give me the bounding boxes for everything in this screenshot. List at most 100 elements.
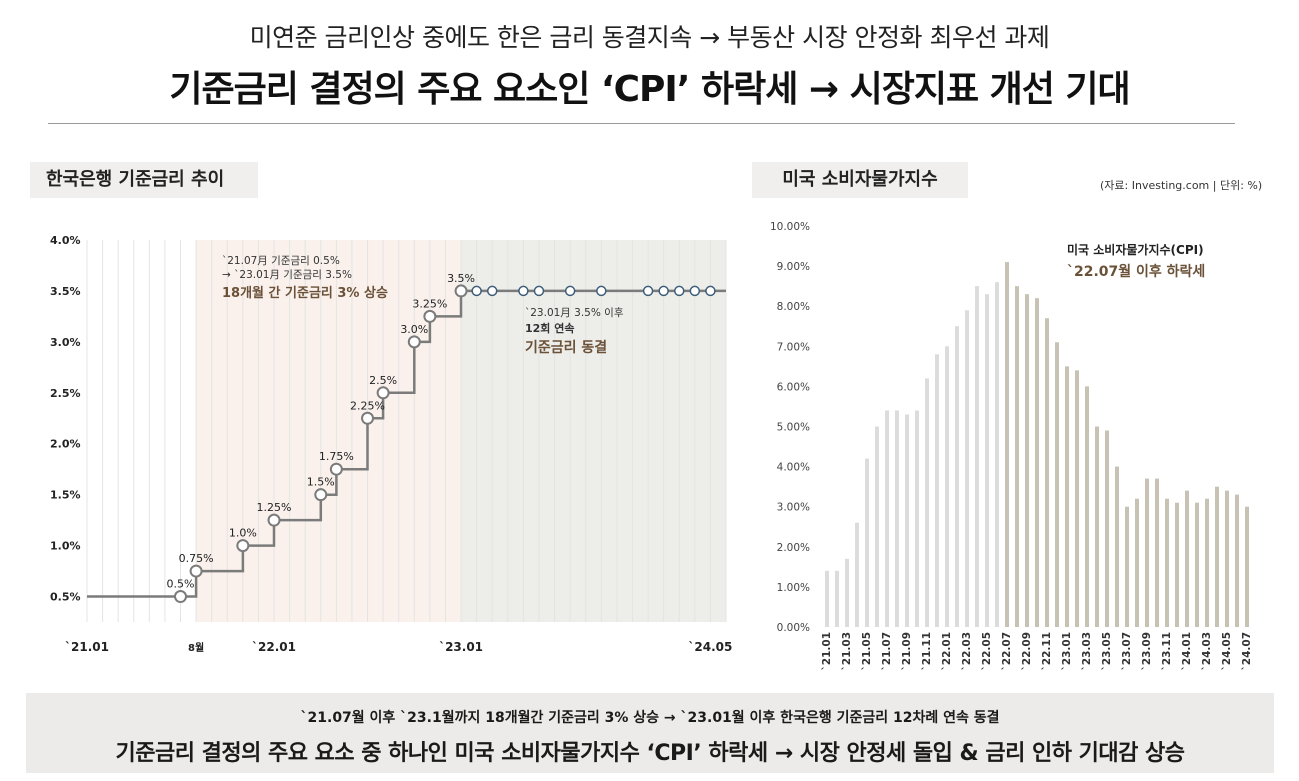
cpi-bar (995, 282, 999, 627)
cpi-bar (845, 558, 849, 627)
cpi-bar (1085, 386, 1089, 627)
freeze-annotation-line1: `23.01月 3.5% 이후 (525, 307, 624, 319)
rate-change-marker (174, 590, 188, 604)
cpi-x-tick: `23.07 (1121, 632, 1133, 670)
cpi-bar (1225, 490, 1229, 627)
rate-chart-x-axis: `21.01 8월 `22.01 `23.01 `24.05 (65, 640, 732, 654)
cpi-x-tick: `22.01 (941, 632, 953, 670)
summary-footer: `21.07월 이후 `23.1월까지 18개월간 기준금리 3% 상승 → `… (26, 693, 1274, 773)
cpi-x-tick: `21.03 (841, 632, 853, 670)
footer-line1: `21.07월 이후 `23.1월까지 18개월간 기준금리 3% 상승 → `… (300, 710, 1000, 726)
cpi-x-tick: `24.07 (1241, 632, 1253, 670)
cpi-bar (885, 410, 889, 627)
rate-change-marker (423, 309, 437, 323)
cpi-bars (825, 262, 1249, 627)
cpi-y-tick: 5.00% (777, 422, 810, 434)
cpi-bar (855, 522, 859, 627)
cpi-bar (915, 410, 919, 627)
rate-data-label: 3.0% (400, 323, 428, 336)
cpi-bar (1135, 498, 1139, 627)
freeze-marker (673, 285, 685, 297)
cpi-y-tick: 2.00% (777, 542, 810, 554)
rate-y-tick: 1.0% (50, 540, 81, 553)
rate-data-label: 1.25% (257, 501, 292, 514)
cpi-bar (1105, 430, 1109, 627)
cpi-bar (925, 378, 929, 627)
cpi-annotation-line1: 미국 소비자물가지수(CPI) (1067, 242, 1204, 257)
page-title: 기준금리 결정의 주요 요소인 ‘CPI’ 하락세 → 시장지표 개선 기대 (169, 69, 1130, 110)
cpi-y-tick: 0.00% (777, 622, 810, 634)
cpi-y-tick: 9.00% (777, 261, 810, 273)
cpi-bar (1175, 502, 1179, 627)
rate-x-tick: 8월 (188, 642, 204, 654)
cpi-bar (1015, 286, 1019, 627)
rate-y-tick: 3.5% (50, 285, 81, 298)
cpi-x-tick: `23.05 (1101, 632, 1113, 670)
rate-change-marker (376, 386, 390, 400)
freeze-marker (471, 285, 482, 297)
cpi-bar (935, 354, 939, 627)
rate-y-tick: 0.5% (50, 591, 81, 604)
hike-annotation-line3: 18개월 간 기준금리 3% 상승 (222, 285, 388, 301)
cpi-bar (865, 458, 869, 627)
freeze-marker (486, 285, 498, 297)
rate-x-tick: `24.05 (688, 640, 732, 654)
rate-change-marker (189, 564, 203, 578)
cpi-x-tick: `21.09 (901, 632, 913, 670)
rate-markers (174, 284, 716, 604)
cpi-x-tick: `22.09 (1021, 632, 1033, 670)
cpi-y-axis: 0.00% 1.00% 2.00% 3.00% 4.00% 5.00% 6.00% 7.00%… (770, 221, 810, 634)
source-note: (자료: Investing.com | 단위: %) (1100, 179, 1263, 192)
rate-x-tick: `21.01 (65, 640, 109, 654)
rate-change-marker (267, 513, 281, 527)
cpi-bar (975, 286, 979, 627)
rate-data-label: 3.5% (447, 272, 475, 285)
cpi-bar (1115, 466, 1119, 627)
cpi-bar (1215, 486, 1219, 627)
cpi-bar (1195, 502, 1199, 627)
title-divider (48, 123, 1235, 124)
shade-freeze (461, 240, 726, 622)
left-chart-label: 한국은행 기준금리 추이 (30, 162, 258, 198)
freeze-annotation-line2: 12회 연속 (525, 321, 575, 335)
cpi-y-tick: 8.00% (777, 301, 810, 313)
rate-chart-background (196, 240, 726, 622)
cpi-bar (1075, 370, 1079, 627)
cpi-bar (905, 414, 909, 627)
cpi-x-tick: `22.03 (961, 632, 973, 670)
cpi-bar (985, 294, 989, 627)
cpi-bar (965, 310, 969, 627)
rate-data-label: 1.75% (319, 450, 354, 463)
footer-line2: 기준금리 결정의 주요 요소 중 하나인 미국 소비자물가지수 ‘CPI’ 하락… (115, 741, 1185, 766)
freeze-annotation-line3: 기준금리 동결 (525, 339, 607, 356)
cpi-y-tick: 4.00% (777, 462, 810, 474)
cpi-bar (875, 426, 879, 627)
cpi-y-tick: 1.00% (777, 582, 810, 594)
rate-y-tick: 2.5% (50, 387, 81, 400)
freeze-marker (518, 285, 529, 297)
hike-annotation-line1: `21.07月 기준금리 0.5% (222, 255, 340, 267)
cpi-x-tick: `21.05 (861, 632, 873, 670)
cpi-x-tick: `22.11 (1041, 632, 1053, 670)
cpi-bar (1145, 478, 1149, 627)
right-chart-label: 미국 소비자물가지수 (752, 162, 968, 198)
freeze-marker (596, 285, 607, 297)
cpi-bar (1005, 262, 1009, 627)
cpi-bar (1035, 298, 1039, 627)
cpi-bar (1235, 494, 1239, 627)
rate-change-marker (314, 488, 328, 502)
page-subtitle: 미연준 금리인상 중에도 한은 금리 동결지속 → 부동산 시장 안정화 최우선… (249, 23, 1050, 52)
base-rate-chart: 0.5% 1.0% 1.5% 2.0% 2.5% 3.0% 3.5% 4.0% `21.01 8… (50, 234, 732, 654)
cpi-x-tick: `23.03 (1081, 632, 1093, 670)
cpi-bar (895, 410, 899, 627)
cpi-bar (1045, 318, 1049, 627)
rate-data-label: 1.0% (229, 527, 257, 540)
cpi-bar (1155, 478, 1159, 627)
cpi-bar (1055, 342, 1059, 627)
rate-data-label: 0.5% (167, 578, 195, 591)
rate-y-tick: 2.0% (50, 438, 81, 451)
rate-chart-y-axis: 0.5% 1.0% 1.5% 2.0% 2.5% 3.0% 3.5% 4.0% (50, 234, 81, 604)
cpi-x-tick: `24.03 (1201, 632, 1213, 670)
cpi-bar (825, 570, 829, 627)
rate-change-marker (329, 462, 343, 476)
